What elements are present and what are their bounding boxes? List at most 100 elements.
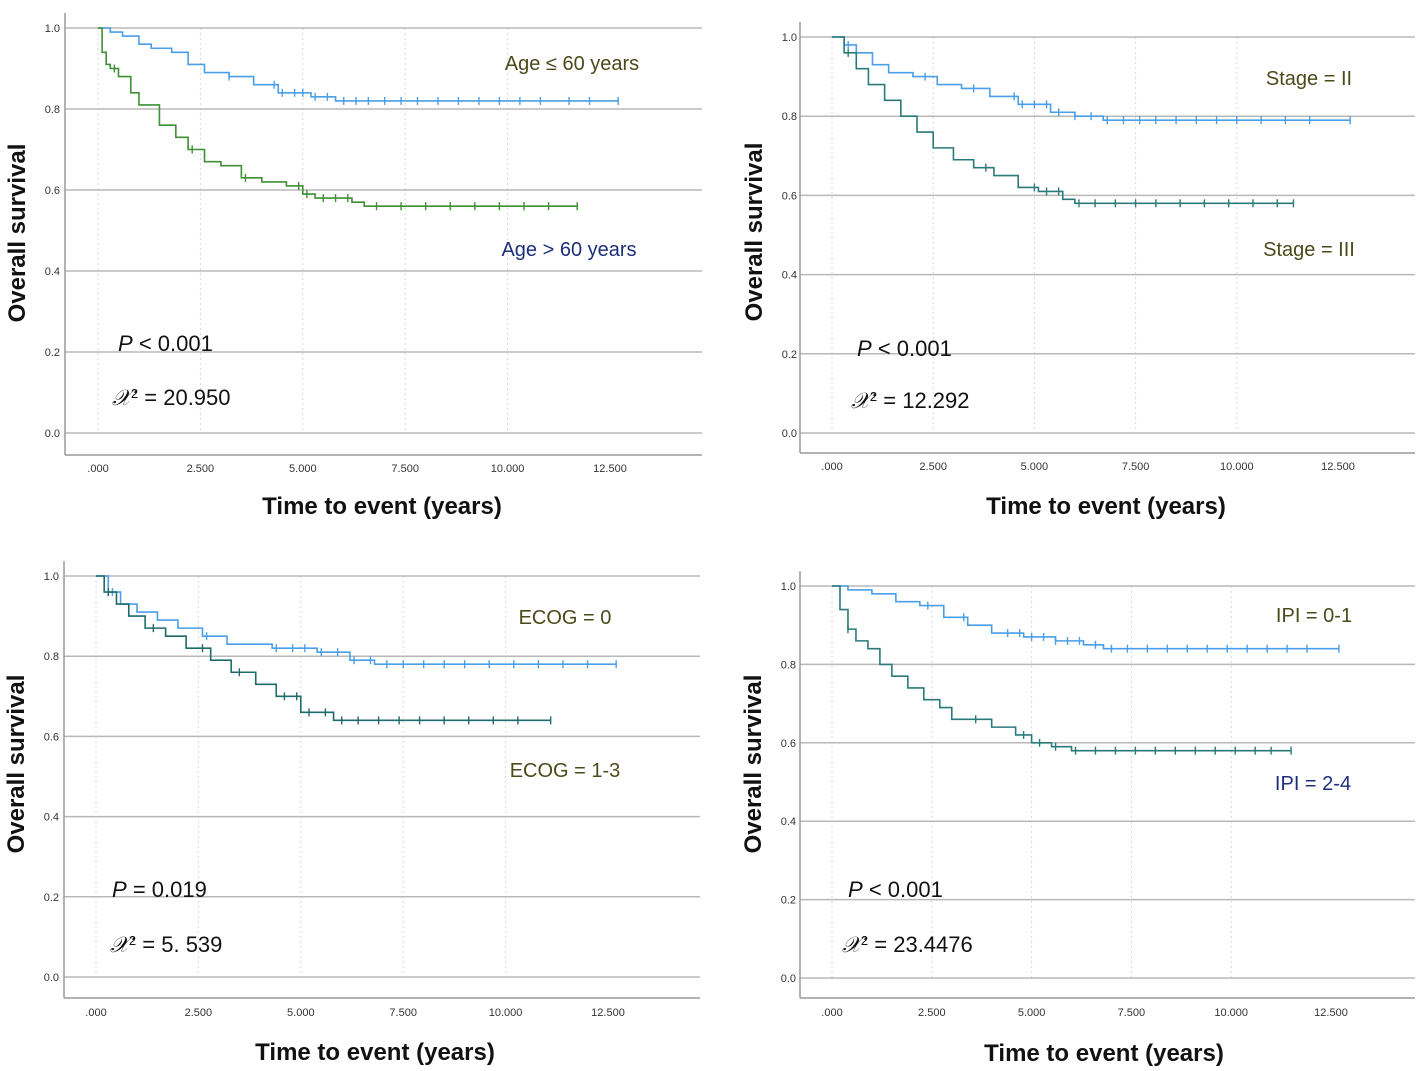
x-tick-label: 2.500 bbox=[185, 1007, 213, 1019]
x-tick-label: .000 bbox=[87, 463, 108, 475]
x-tick-label: 7.500 bbox=[1122, 461, 1150, 473]
chi-square-text: 𝒳2 = 5. 539 bbox=[110, 932, 222, 957]
p-value-text: P = 0.019 bbox=[112, 877, 207, 902]
survival-curve bbox=[98, 27, 619, 102]
y-tick-label: 0.4 bbox=[781, 816, 796, 828]
y-tick-label: 0.0 bbox=[782, 428, 797, 440]
chi-exponent: 2 bbox=[861, 933, 868, 948]
x-tick-label: 7.500 bbox=[389, 1007, 417, 1019]
x-tick-label: 2.500 bbox=[919, 461, 947, 473]
p-value: < 0.001 bbox=[869, 877, 943, 902]
p-value: < 0.001 bbox=[139, 331, 213, 356]
y-tick-label: 0.2 bbox=[782, 349, 797, 361]
x-tick-label: 12.500 bbox=[593, 463, 627, 475]
p-value-text: P < 0.001 bbox=[857, 336, 952, 361]
x-tick-label: .000 bbox=[821, 461, 842, 473]
x-axis-title: Time to event (years) bbox=[986, 493, 1226, 520]
p-symbol: P bbox=[118, 331, 133, 356]
y-tick-label: 1.0 bbox=[45, 23, 60, 35]
y-axis-title: Overall survival bbox=[4, 144, 31, 323]
y-tick-label: 0.6 bbox=[44, 731, 59, 743]
y-tick-label: 0.8 bbox=[45, 104, 60, 116]
p-value: < 0.001 bbox=[878, 336, 952, 361]
y-axis-title: Overall survival bbox=[740, 675, 767, 854]
y-tick-label: 0.2 bbox=[45, 347, 60, 359]
survival-curve bbox=[832, 36, 1351, 121]
survival-curve bbox=[832, 585, 1292, 752]
x-tick-label: 2.500 bbox=[918, 1007, 946, 1019]
p-symbol: P bbox=[112, 877, 127, 902]
chi-square-text: 𝒳2 = 23.4476 bbox=[842, 932, 973, 957]
p-value-text: P < 0.001 bbox=[848, 877, 943, 902]
series-label: IPI = 0-1 bbox=[1276, 605, 1352, 627]
survival-curve bbox=[832, 585, 1339, 650]
x-axis-title: Time to event (years) bbox=[262, 493, 502, 520]
y-tick-label: 0.2 bbox=[781, 895, 796, 907]
p-value: = 0.019 bbox=[133, 877, 207, 902]
x-tick-label: 5.000 bbox=[287, 1007, 315, 1019]
chi-square-text: 𝒳2 = 20.950 bbox=[112, 385, 231, 410]
x-tick-label: 12.500 bbox=[1321, 461, 1355, 473]
x-axis-title: Time to event (years) bbox=[984, 1040, 1224, 1067]
km-panel-ipi: 0.0 0.2 0.4 0.6 0.8 1.0 .000 2.500 5.000 7.500 10.… bbox=[740, 571, 1415, 1067]
x-tick-label: 5.000 bbox=[1018, 1007, 1046, 1019]
x-axis-title: Time to event (years) bbox=[255, 1039, 495, 1066]
x-tick-label: 7.500 bbox=[391, 463, 419, 475]
y-tick-label: 0.0 bbox=[45, 428, 60, 440]
y-tick-label: 0.6 bbox=[782, 190, 797, 202]
y-tick-label: 0.6 bbox=[45, 185, 60, 197]
y-tick-label: 0.4 bbox=[45, 266, 60, 278]
chi-value: = 12.292 bbox=[877, 388, 969, 413]
x-tick-label: .000 bbox=[821, 1007, 842, 1019]
x-tick-label: 12.500 bbox=[591, 1007, 625, 1019]
series-label: ECOG = 1-3 bbox=[510, 760, 621, 782]
series-label: Stage = III bbox=[1263, 239, 1355, 261]
x-tick-label: 2.500 bbox=[187, 463, 215, 475]
y-tick-label: 1.0 bbox=[782, 32, 797, 44]
chi-exponent: 2 bbox=[870, 389, 877, 404]
x-tick-label: 10.000 bbox=[491, 463, 525, 475]
chi-exponent: 2 bbox=[129, 933, 136, 948]
chi-value: = 23.4476 bbox=[868, 932, 973, 957]
survival-curve bbox=[96, 575, 551, 722]
y-tick-label: 0.0 bbox=[44, 972, 59, 984]
series-label: Age > 60 years bbox=[501, 239, 636, 261]
series-label: IPI = 2-4 bbox=[1275, 773, 1351, 795]
y-tick-label: 0.4 bbox=[44, 812, 59, 824]
series-label: Stage = II bbox=[1266, 68, 1352, 90]
survival-curve bbox=[98, 27, 578, 207]
y-tick-label: 0.8 bbox=[44, 651, 59, 663]
chi-value: = 20.950 bbox=[138, 385, 230, 410]
y-tick-label: 0.4 bbox=[782, 270, 797, 282]
km-panel-ecog: 0.0 0.2 0.4 0.6 0.8 1.0 .000 2.500 5.000 7.500 10.… bbox=[3, 561, 700, 1066]
p-symbol: P bbox=[857, 336, 872, 361]
survival-curve bbox=[832, 36, 1294, 205]
y-axis-title: Overall survival bbox=[3, 675, 30, 854]
x-tick-label: 10.000 bbox=[1214, 1007, 1248, 1019]
x-tick-label: 10.000 bbox=[1220, 461, 1254, 473]
x-tick-label: 5.000 bbox=[289, 463, 317, 475]
y-axis-title: Overall survival bbox=[741, 143, 768, 322]
chi-square-text: 𝒳2 = 12.292 bbox=[851, 388, 970, 413]
x-tick-label: 5.000 bbox=[1021, 461, 1049, 473]
y-tick-label: 0.6 bbox=[781, 738, 796, 750]
y-tick-label: 0.0 bbox=[781, 973, 796, 985]
km-panel-age: 0.0 0.2 0.4 0.6 0.8 1.0 .000 2.500 5.000 7.500 10.… bbox=[4, 13, 702, 520]
chi-exponent: 2 bbox=[131, 386, 138, 401]
y-tick-label: 0.8 bbox=[781, 659, 796, 671]
y-tick-label: 0.2 bbox=[44, 892, 59, 904]
km-panel-stage: 0.0 0.2 0.4 0.6 0.8 1.0 .000 2.500 5.000 7.500 10.… bbox=[741, 22, 1415, 520]
x-tick-label: 7.500 bbox=[1118, 1007, 1146, 1019]
p-symbol: P bbox=[848, 877, 863, 902]
y-tick-label: 1.0 bbox=[781, 581, 796, 593]
survival-curve bbox=[96, 575, 617, 666]
series-label: ECOG = 0 bbox=[519, 607, 612, 629]
y-tick-label: 0.8 bbox=[782, 111, 797, 123]
y-tick-label: 1.0 bbox=[44, 571, 59, 583]
x-tick-label: 12.500 bbox=[1314, 1007, 1348, 1019]
series-label: Age ≤ 60 years bbox=[505, 53, 639, 75]
x-tick-label: 10.000 bbox=[489, 1007, 523, 1019]
p-value-text: P < 0.001 bbox=[118, 331, 213, 356]
chi-value: = 5. 539 bbox=[136, 932, 222, 957]
